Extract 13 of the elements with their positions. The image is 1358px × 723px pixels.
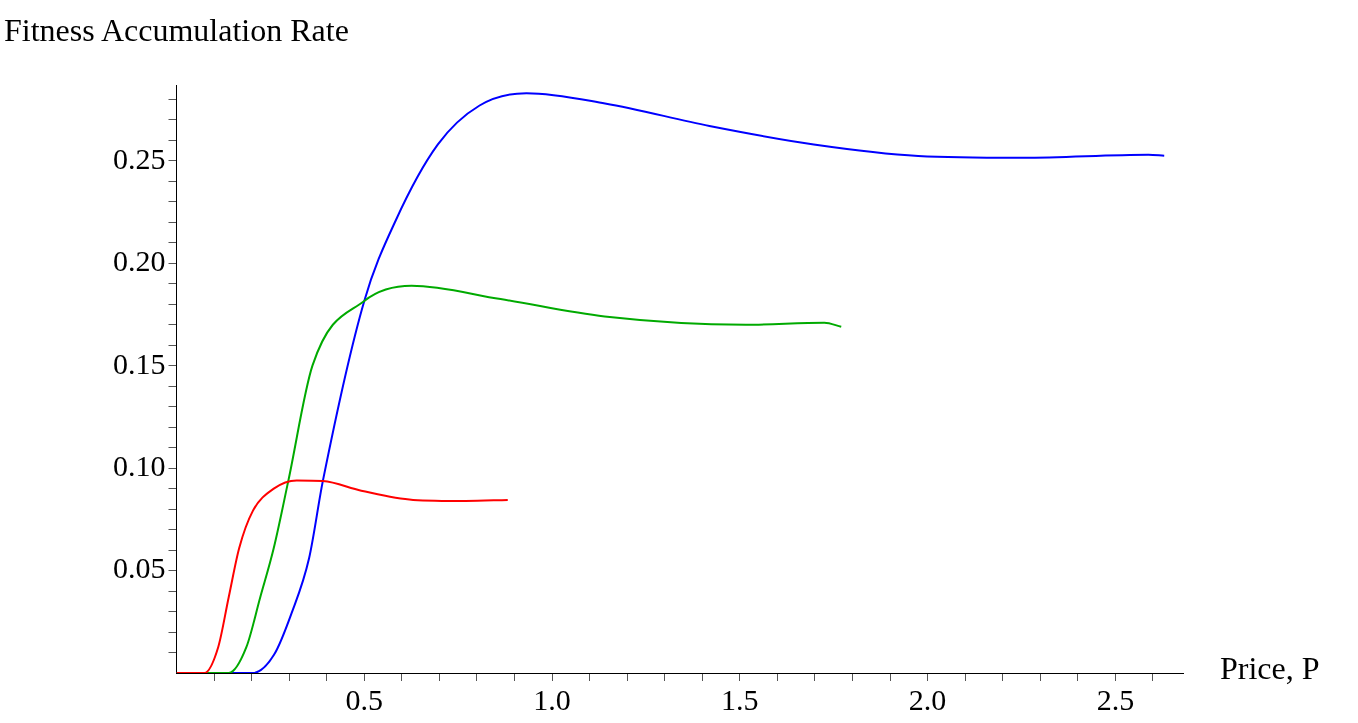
y-axis-title: Fitness Accumulation Rate bbox=[4, 12, 349, 49]
x-tick-label: 2.0 bbox=[908, 682, 947, 716]
x-tick-label: 0.5 bbox=[345, 682, 384, 716]
y-tick-label: 0.20 bbox=[113, 244, 166, 278]
y-tick-label: 0.25 bbox=[113, 141, 166, 175]
x-tick-label: 2.5 bbox=[1096, 682, 1135, 716]
x-tick-label: 1.5 bbox=[721, 682, 759, 716]
x-tick-label: 1.0 bbox=[533, 682, 571, 716]
y-tick-label: 0.05 bbox=[113, 551, 166, 585]
y-tick-label: 0.15 bbox=[113, 346, 166, 380]
line-series bbox=[176, 479, 509, 673]
x-axis-title: Price, P bbox=[1220, 650, 1320, 687]
y-tick-label: 0.10 bbox=[113, 449, 166, 482]
